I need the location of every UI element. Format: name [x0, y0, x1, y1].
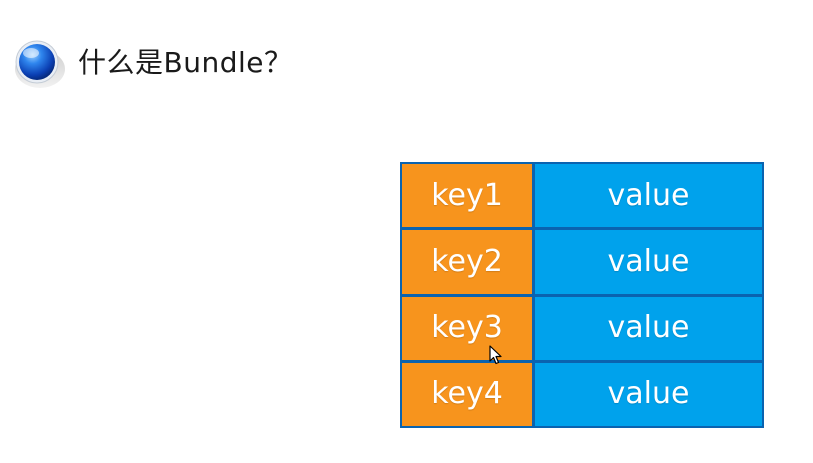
value-cell: value	[535, 363, 762, 426]
key-value-table: key1 value key2 value key3 value key4 va…	[400, 162, 764, 428]
key-cell: key3	[402, 297, 532, 360]
title-row: 什么是Bundle？	[10, 36, 292, 90]
value-cell: value	[535, 230, 762, 293]
page-title: 什么是Bundle？	[78, 49, 292, 77]
key-cell: key2	[402, 230, 532, 293]
blue-sphere-bullet-icon	[10, 36, 68, 90]
value-cell: value	[535, 164, 762, 227]
value-cell: value	[535, 297, 762, 360]
key-cell: key1	[402, 164, 532, 227]
key-cell: key4	[402, 363, 532, 426]
